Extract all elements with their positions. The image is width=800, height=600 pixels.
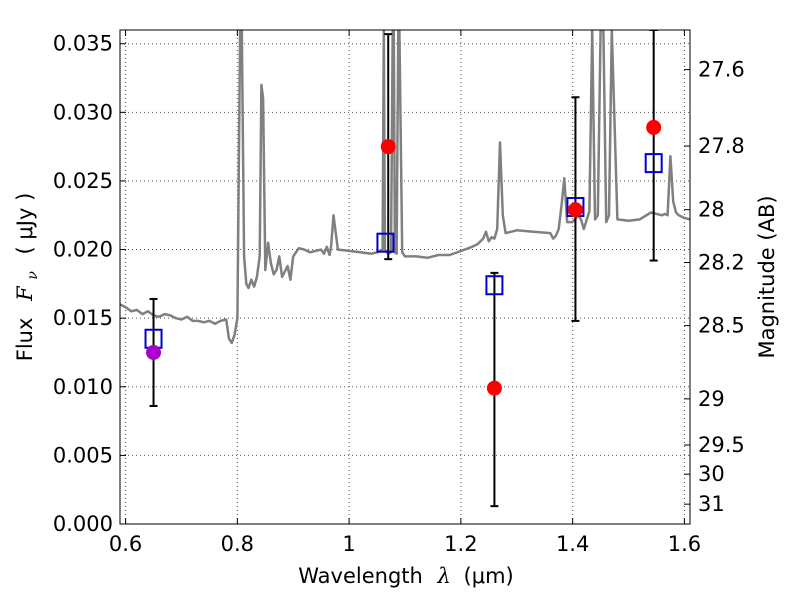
axes-frame [119, 29, 691, 525]
y-axis-label-symbol: F [13, 285, 37, 302]
model-spectrum-line [120, 30, 690, 345]
observed-flux-point [567, 202, 583, 218]
x-axis-label-unit: (μm) [464, 564, 514, 588]
x-tick-label: 1.2 [444, 532, 477, 556]
observed-flux-point [146, 344, 162, 360]
model-photometry-point [485, 275, 504, 296]
x-axis-label: Wavelength λ (μm) [298, 564, 513, 588]
x-tick-label: 0.8 [221, 532, 254, 556]
y-tick-label: 0.000 [53, 512, 113, 536]
plot-area [120, 30, 690, 508]
observed-flux-point [646, 119, 662, 135]
y2-tick-label: 27.6 [698, 58, 745, 82]
x-axis-label-symbol: λ [437, 564, 451, 588]
x-tick-label: 1 [342, 532, 355, 556]
y-axis-label: Flux F ν ( μJy ) [13, 193, 42, 362]
observed-flux-point [486, 380, 502, 396]
y2-tick-label: 28.5 [698, 314, 745, 338]
y-tick-label: 0.030 [53, 100, 113, 124]
y2-tick-label: 31 [698, 492, 725, 516]
y-axis-label-prefix: Flux [13, 318, 37, 362]
y-tick-label: 0.025 [53, 169, 113, 193]
x-tick-label: 0.6 [109, 532, 142, 556]
x-tick-label: 1.4 [556, 532, 589, 556]
y-axis-label-subscript: ν [25, 271, 41, 280]
observed-flux-point [380, 139, 396, 155]
y-tick-label: 0.035 [53, 32, 113, 56]
y-tick-label: 0.015 [53, 306, 113, 330]
y2-tick-label: 27.8 [698, 134, 745, 158]
axis-ticks: 0.6 0.8 1 1.2 1.4 1.6 0.000 0.005 0.010 0.015 0.02… [53, 30, 745, 556]
y2-tick-label: 30 [698, 462, 725, 486]
model-photometry-point [644, 153, 663, 174]
y-tick-label: 0.020 [53, 238, 113, 262]
y-tick-label: 0.005 [53, 443, 113, 467]
model-photometry-point [376, 232, 395, 253]
y2-axis-label: Magnitude (AB) [755, 195, 779, 358]
grid-lines [120, 30, 690, 524]
y2-tick-label: 28.2 [698, 251, 745, 275]
x-tick-label: 1.6 [668, 532, 701, 556]
y2-tick-label: 28 [698, 198, 725, 222]
y-tick-label: 0.010 [53, 375, 113, 399]
x-axis-label-prefix: Wavelength [298, 564, 423, 588]
y-axis-label-unit: ( μJy ) [13, 193, 37, 255]
y2-tick-label: 29.5 [698, 433, 745, 457]
y2-tick-label: 29 [698, 387, 725, 411]
